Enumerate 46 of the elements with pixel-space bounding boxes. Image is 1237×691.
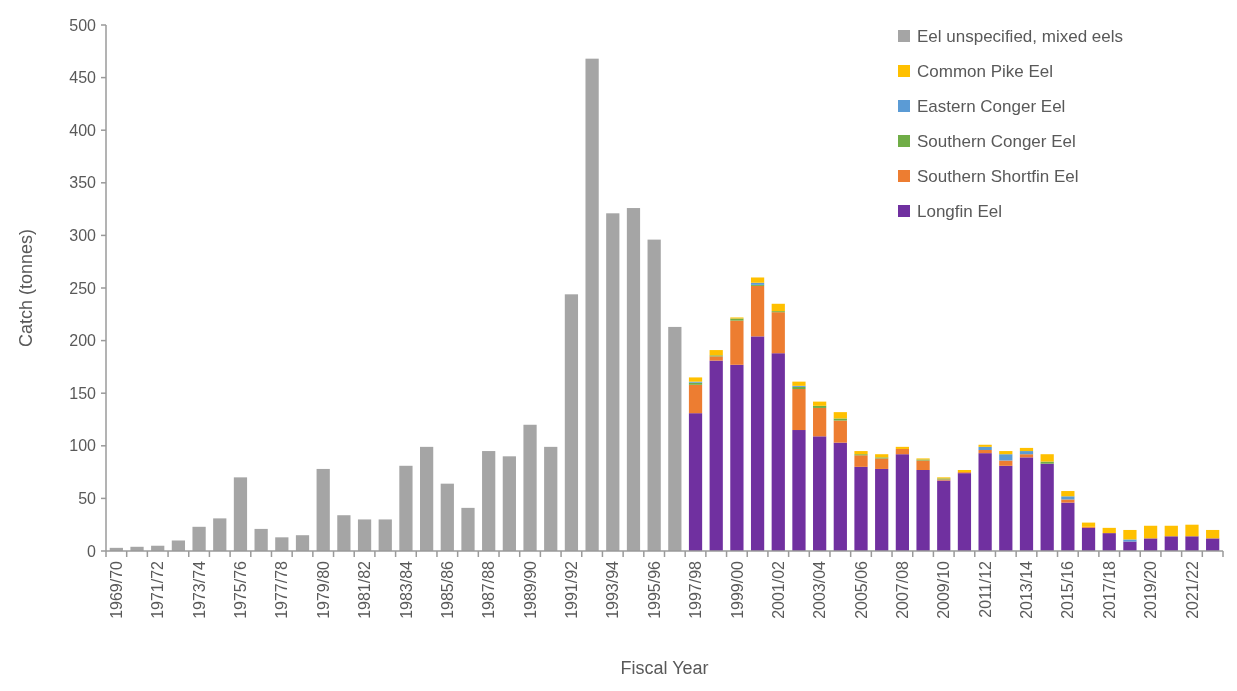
y-tick-label: 50 (78, 490, 97, 507)
x-tick-label: 1999/00 (728, 560, 746, 619)
y-tick-label: 500 (69, 16, 97, 34)
x-tick-label: 1981/82 (356, 560, 374, 619)
x-tick-label: 2005/06 (852, 560, 870, 619)
y-tick-label: 300 (69, 227, 97, 244)
y-tick-label: 350 (69, 174, 97, 192)
legend-label: Eel unspecified, mixed eels (917, 26, 1124, 46)
x-tick-label: 1991/92 (563, 560, 581, 619)
x-tick-label: 1997/98 (687, 560, 705, 619)
y-tick-label: 250 (69, 279, 97, 297)
x-tick-label: 1977/78 (273, 560, 291, 619)
x-tick-label: 1983/84 (397, 560, 415, 619)
x-tick-label: 2021/22 (1183, 560, 1201, 619)
x-tick-label: 2003/04 (811, 560, 829, 619)
y-tick-label: 150 (69, 384, 97, 402)
x-tick-label: 1987/88 (480, 560, 498, 619)
y-tick-label: 200 (69, 332, 97, 350)
y-tick-label: 0 (87, 542, 97, 560)
x-tick-label: 2013/14 (1018, 560, 1036, 619)
x-tick-label: 1975/76 (232, 560, 250, 619)
x-tick-label: 1979/80 (314, 560, 332, 619)
legend-label: Eastern Conger Eel (917, 96, 1066, 116)
x-tick-label: 2009/10 (935, 560, 953, 619)
x-tick-label: 2007/08 (893, 560, 911, 619)
x-tick-label: 2001/02 (769, 560, 787, 619)
x-tick-label: 1985/86 (438, 560, 456, 619)
x-axis-title: Fiscal Year (620, 658, 709, 678)
x-tick-label: 2017/18 (1100, 560, 1118, 619)
legend-label: Southern Conger Eel (917, 131, 1076, 151)
x-tick-label: 1971/72 (149, 560, 167, 619)
y-axis-title: Catch (tonnes) (16, 228, 36, 348)
y-tick-label: 450 (69, 69, 97, 87)
x-tick-label: 1973/74 (190, 560, 208, 619)
legend-label: Longfin Eel (917, 201, 1003, 221)
y-tick-label: 400 (69, 121, 97, 139)
x-tick-label: 1969/70 (107, 560, 125, 619)
x-tick-label: 1995/96 (645, 560, 663, 619)
x-tick-label: 1993/94 (604, 560, 622, 619)
x-tick-label: 2019/20 (1142, 560, 1160, 619)
y-tick-label: 100 (69, 437, 97, 455)
legend-label: Common Pike Eel (917, 61, 1054, 81)
legend-label: Southern Shortfin Eel (917, 166, 1079, 186)
x-tick-label: 2011/12 (976, 560, 994, 618)
x-tick-label: 2015/16 (1059, 560, 1077, 619)
x-tick-label: 1989/90 (521, 560, 539, 619)
